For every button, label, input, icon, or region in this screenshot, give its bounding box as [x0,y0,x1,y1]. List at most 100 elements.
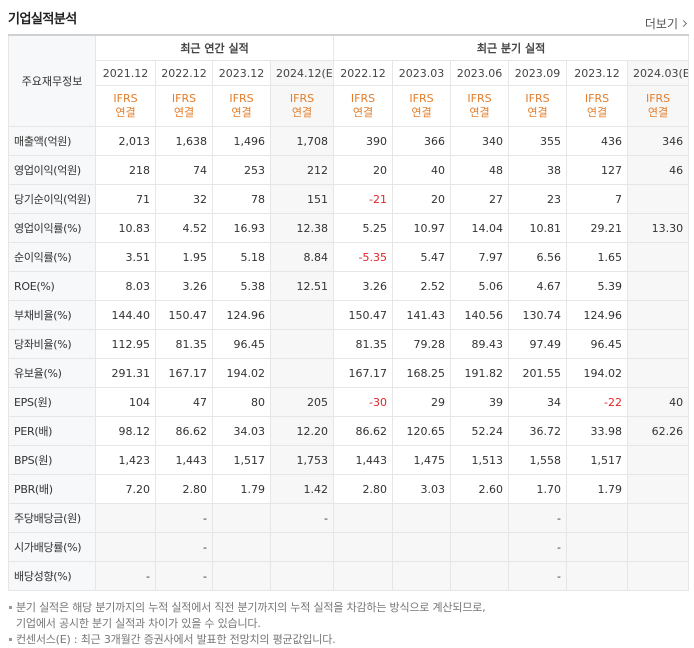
value-cell: 201.55 [508,358,568,388]
value-cell: 3.51 [95,242,156,272]
data-row: PBR(배) 7.20 2.80 1.79 1.42 2.80 3.03 2.60 1.70 1.… [8,474,690,504]
value-cell: 1,708 [269,126,335,156]
value-cell: 12.51 [269,271,335,301]
basis-text: IFRS [289,92,315,105]
basis-text: IFRS [645,92,671,105]
value-cell: 8.03 [95,271,156,301]
data-row: 영업이익률(%) 10.83 4.52 16.93 12.38 5.25 10.97 14.0… [8,213,690,243]
value-cell: 74 [155,155,213,185]
value-cell: 98.12 [95,416,156,446]
basis-row: IFRS 연결 IFRS 연결 IFRS 연결 IFRS 연결 IFRS 연결 IFRS 연결 IFRS… [9,85,690,127]
basis-header: IFRS 연결 [566,85,629,127]
row-label: 시가배당률(%) [8,532,96,562]
value-cell [627,503,690,533]
value-cell [566,561,629,591]
value-cell: 32 [155,184,213,214]
row-label: 부채비율(%) [8,300,96,330]
basis-text: IFRS [584,92,610,105]
value-cell: 40 [627,387,690,417]
basis-text: IFRS [171,92,197,105]
value-cell: 1,517 [212,445,271,475]
value-cell: 1.70 [508,474,568,504]
value-cell: 27 [450,184,510,214]
value-cell: 1,496 [212,126,271,156]
basis-header: IFRS 연결 [333,85,394,127]
value-cell [269,329,335,359]
basis-text: 연결 [352,106,374,119]
table-body: 매출액(억원) 2,013 1,638 1,496 1,708 390 366 340 355 4… [8,126,690,591]
value-cell: 151 [269,184,335,214]
value-cell: 8.84 [269,242,335,272]
value-cell: 13.30 [627,213,690,243]
basis-text: 연결 [291,106,313,119]
value-cell [627,242,690,272]
value-cell: 127 [566,155,629,185]
value-cell: 6.56 [508,242,568,272]
value-cell: 1,517 [566,445,629,475]
value-cell: 340 [450,126,510,156]
basis-text: 연결 [173,106,195,119]
basis-header: IFRS 연결 [627,85,690,127]
value-cell: 52.24 [450,416,510,446]
value-cell: 12.20 [269,416,335,446]
basis-text: IFRS [113,92,138,105]
basis-text: IFRS [467,92,492,105]
value-cell: 16.93 [212,213,271,243]
data-row: PER(배) 98.12 86.62 34.03 12.20 86.62 120.65 52.… [8,416,690,446]
row-label: 배당성향(%) [8,561,96,591]
value-cell: 1,475 [392,445,452,475]
data-row: 주당배당금(원) - - - [8,503,690,533]
data-row: EPS(원) 104 47 80 205 -30 29 39 34 -22 40 [8,387,690,417]
value-cell: 168.25 [392,358,452,388]
value-cell [627,329,690,359]
value-cell: 291.31 [95,358,156,388]
value-cell: 33.98 [566,416,629,446]
value-cell: 2.80 [155,474,213,504]
value-cell: 10.81 [508,213,568,243]
value-cell: 34.03 [212,416,271,446]
value-cell: 120.65 [392,416,452,446]
value-cell [95,532,156,562]
value-cell: 36.72 [508,416,568,446]
period-header: 2022.12 [155,60,213,86]
value-cell: 144.40 [95,300,156,330]
value-cell [392,561,452,591]
basis-text: IFRS [409,92,434,105]
row-label: PBR(배) [8,474,96,504]
value-cell [333,561,394,591]
value-cell: 5.47 [392,242,452,272]
value-cell: 1,443 [333,445,394,475]
value-cell: 29 [392,387,452,417]
value-cell: 71 [95,184,156,214]
value-cell [627,271,690,301]
data-row: 매출액(억원) 2,013 1,638 1,496 1,708 390 366 340 355 4… [8,126,690,156]
value-cell: 1.95 [155,242,213,272]
row-label: 순이익률(%) [8,242,96,272]
value-cell: 78 [212,184,271,214]
row-label: BPS(원) [8,445,96,475]
value-cell: 79.28 [392,329,452,359]
value-cell: - [508,561,568,591]
value-cell: 253 [212,155,271,185]
basis-header: IFRS 연결 [212,85,271,127]
value-cell: 194.02 [212,358,271,388]
basis-header: IFRS 연결 [392,85,452,127]
value-cell: 124.96 [566,300,629,330]
value-cell: 96.45 [212,329,271,359]
value-cell [627,300,690,330]
row-label: 당좌비율(%) [8,329,96,359]
value-cell: -30 [333,387,394,417]
value-cell: 3.26 [155,271,213,301]
basis-text: 연결 [231,106,252,119]
value-cell: 5.38 [212,271,271,301]
row-label: 영업이익률(%) [8,213,96,243]
value-cell: 194.02 [566,358,629,388]
value-cell: 81.35 [155,329,213,359]
value-cell: -21 [333,184,394,214]
value-cell: -22 [566,387,629,417]
value-cell: 80 [212,387,271,417]
value-cell [333,532,394,562]
row-label: 매출액(억원) [8,126,96,156]
more-link[interactable]: 더보기 [645,15,686,32]
value-cell: 191.82 [450,358,510,388]
